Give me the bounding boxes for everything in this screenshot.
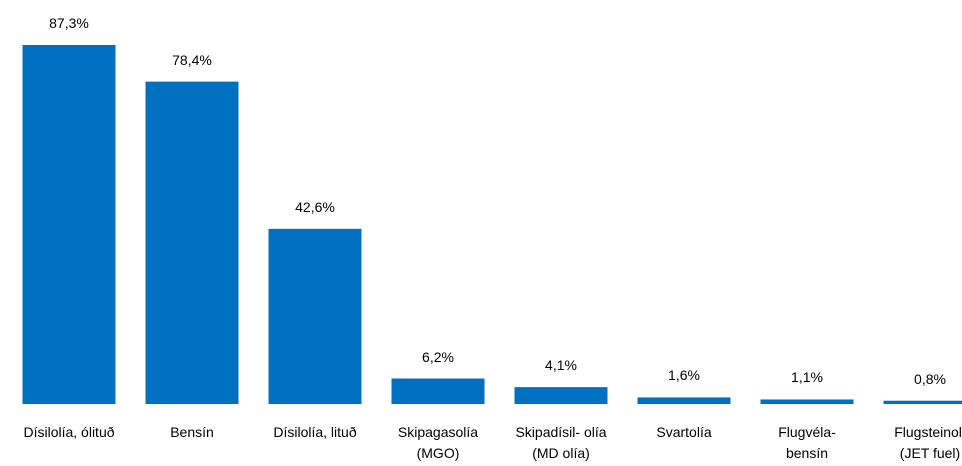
bar [514, 387, 608, 404]
x-tick-label: Skipadísil- olía (MD olía) [515, 424, 607, 461]
x-tick-label: Bensín [170, 424, 214, 440]
value-label: 6,2% [422, 348, 454, 365]
value-label: 1,1% [791, 369, 823, 386]
x-tick-label: Dísilolía, lituð [273, 424, 357, 440]
x-tick-label: Flugsteinolí (JET fuel) [894, 424, 962, 461]
bar [883, 400, 962, 404]
value-label: 1,6% [668, 367, 700, 384]
bar [391, 378, 485, 404]
bar [637, 397, 731, 404]
bar [760, 399, 854, 404]
bar [268, 228, 362, 404]
value-label: 87,3% [49, 15, 89, 32]
x-tick-label: Skipagasolía (MGO) [397, 424, 479, 461]
value-label: 78,4% [172, 51, 212, 68]
value-label: 0,8% [914, 370, 946, 387]
x-tick-label: Flugvéla- bensín [778, 424, 836, 461]
bar [145, 81, 239, 404]
x-tick-label: Svartolía [656, 424, 712, 440]
value-label: 4,1% [545, 357, 577, 374]
x-tick-label: Dísilolía, ólituð [23, 424, 115, 440]
bar [22, 45, 116, 404]
value-label: 42,6% [295, 198, 335, 215]
